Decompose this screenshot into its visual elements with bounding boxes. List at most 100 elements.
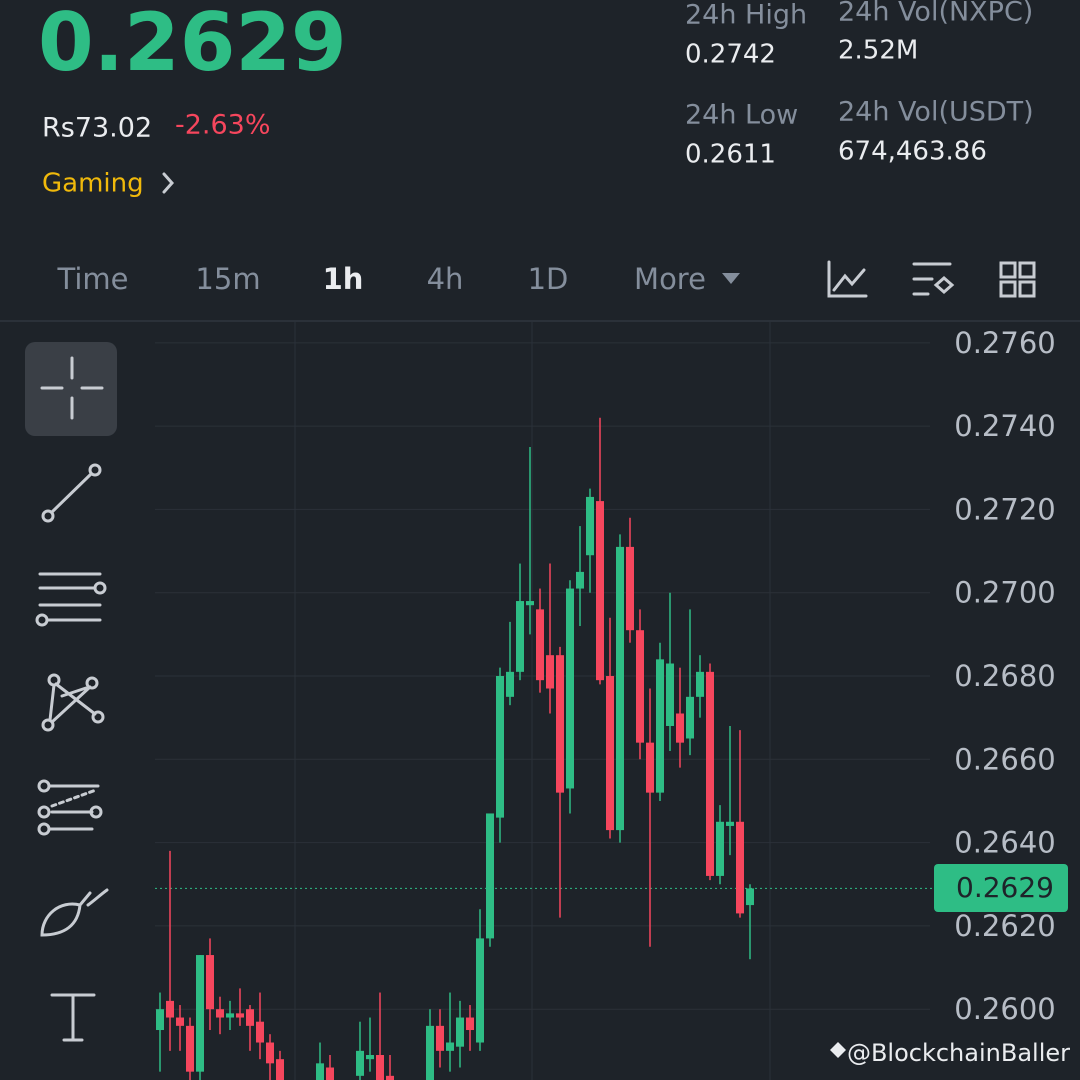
y-tick-label: 0.2640 <box>954 826 1055 860</box>
candle-body <box>176 1017 184 1026</box>
price-tag-label: 0.2629 <box>956 871 1054 904</box>
last-price: 0.2629 <box>38 0 347 89</box>
candle-body <box>646 742 654 793</box>
candle-body <box>246 1009 254 1026</box>
candle-body <box>706 671 714 876</box>
stat-label: 24h Low <box>685 100 798 131</box>
toolbar-icons <box>827 260 1036 298</box>
y-tick-label: 0.2740 <box>954 409 1055 443</box>
candle-body <box>266 1042 274 1064</box>
grid-icon[interactable] <box>999 280 1017 298</box>
y-tick-label: 0.2600 <box>954 992 1055 1026</box>
candle-body <box>326 1067 334 1080</box>
candle-body <box>366 1055 374 1060</box>
candle-body <box>226 1013 234 1018</box>
candle-body <box>386 1075 394 1080</box>
candle-body <box>516 601 524 672</box>
candle-body <box>456 1017 464 1047</box>
tab[interactable]: Time <box>57 262 129 296</box>
y-tick-label: 0.2680 <box>954 659 1055 693</box>
stat-value: 0.2611 <box>685 140 776 170</box>
stat-label: 24h Vol(USDT) <box>838 97 1034 128</box>
candle-body <box>536 609 544 681</box>
candle-body <box>556 655 564 793</box>
candle-body <box>626 546 634 631</box>
stat-value: 0.2742 <box>685 40 776 70</box>
indicator-icon[interactable] <box>827 260 868 298</box>
tab[interactable]: 4h <box>427 262 464 296</box>
candle-body <box>566 588 574 789</box>
candle-body <box>476 938 484 1043</box>
y-tick-label: 0.2620 <box>954 909 1055 943</box>
candle-body <box>526 601 534 606</box>
candle-body <box>276 1059 284 1080</box>
candle-body <box>156 1009 164 1031</box>
tab[interactable]: 15m <box>195 262 260 296</box>
chevron <box>162 172 175 194</box>
candle-body <box>376 1055 384 1080</box>
tab-active[interactable]: 1h <box>323 262 364 296</box>
stat-label: 24h Vol(NXPC) <box>838 0 1033 28</box>
candle-body <box>236 1013 244 1018</box>
fiat-price: Rs73.02 <box>42 113 152 144</box>
candle-body <box>636 630 644 743</box>
candle-body <box>606 676 614 831</box>
crosshair-icon[interactable] <box>40 356 104 420</box>
y-tick-label: 0.2700 <box>954 576 1055 610</box>
tab[interactable]: 1D <box>528 262 569 296</box>
fib-tool-icon[interactable] <box>37 779 103 836</box>
line-tool-icon[interactable] <box>41 463 102 523</box>
candle-body <box>576 571 584 589</box>
candle-body <box>466 1017 474 1031</box>
grid-icon[interactable] <box>1018 261 1036 279</box>
tab[interactable]: More <box>634 262 706 296</box>
candle-body <box>436 1025 444 1051</box>
pattern-tool-icon[interactable] <box>41 673 105 732</box>
candle-body <box>186 1025 194 1072</box>
price-tag <box>934 864 1068 912</box>
y-tick-label: 0.2720 <box>954 492 1055 526</box>
candle-body <box>216 1009 224 1018</box>
stat-value: 674,463.86 <box>838 137 987 167</box>
hline-tool-icon[interactable] <box>35 572 107 627</box>
candle-body <box>716 821 724 876</box>
stat-label: 24h High <box>685 0 807 31</box>
price-change: -2.63% <box>175 110 271 141</box>
category-tag[interactable]: Gaming <box>42 169 144 199</box>
settings-icon[interactable] <box>912 262 955 296</box>
grid: 0.2760 0.2740 0.2720 0.2700 0.2680 0.2660 0.26… <box>155 326 1056 1026</box>
candle-body <box>596 501 604 681</box>
candle-body <box>686 696 694 739</box>
grid-icon[interactable] <box>999 261 1017 279</box>
candle-body <box>506 671 514 697</box>
brush-tool-icon[interactable] <box>40 888 109 937</box>
drawing-tools <box>25 342 117 1042</box>
stat-value: 2.52M <box>838 36 918 66</box>
candle-body <box>696 671 704 697</box>
watermark-logo <box>830 1042 846 1058</box>
candle-body <box>426 1025 434 1080</box>
candle-body <box>316 1063 324 1080</box>
y-tick-label: 0.2660 <box>954 742 1055 776</box>
candles <box>156 417 754 1080</box>
candle-body <box>446 1042 454 1051</box>
candle-body <box>356 1050 364 1076</box>
grid-icon[interactable] <box>1018 280 1036 298</box>
candle-body <box>656 659 664 793</box>
candle-body <box>736 821 744 914</box>
candle-body <box>206 955 214 1010</box>
candle-body <box>496 676 504 818</box>
candle-body <box>196 955 204 1072</box>
text-tool-icon[interactable] <box>50 993 96 1042</box>
candle-body <box>746 888 754 906</box>
candle-body <box>586 496 594 556</box>
candle-body <box>486 813 494 939</box>
candle-body <box>166 1000 174 1018</box>
candle-body <box>546 655 554 689</box>
candle-body <box>256 1021 264 1043</box>
tool-selected[interactable] <box>25 342 117 436</box>
watermark: @BlockchainBaller <box>847 1039 1070 1067</box>
dropdown-arrow <box>722 273 740 284</box>
